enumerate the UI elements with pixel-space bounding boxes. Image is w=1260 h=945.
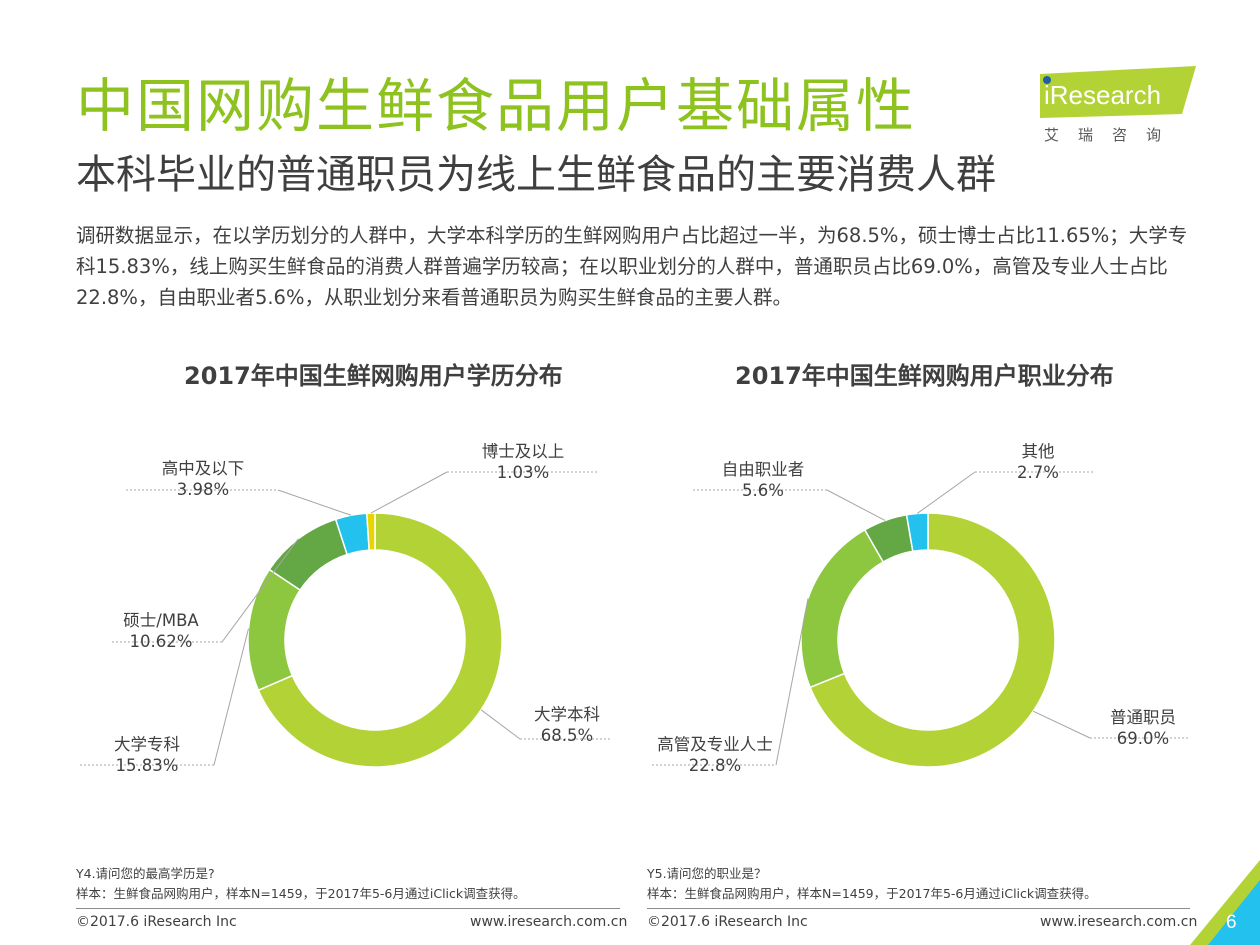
chart1-leader-1 (480, 709, 521, 740)
chart2-leader-3 (826, 489, 886, 521)
chart1-leader-5 (370, 471, 448, 514)
footer-copyright-right: ©2017.6 iResearch Inc (647, 914, 808, 930)
chart2-label-value-2: 22.8% (689, 756, 741, 775)
chart1-label-value-4: 3.98% (177, 480, 229, 499)
chart2-label-value-3: 5.6% (742, 481, 784, 500)
summary-paragraph: 调研数据显示，在以学历划分的人群中，大学本科学历的生鲜网购用户占比超过一半，为6… (76, 224, 1188, 309)
chart2-leader-2 (775, 598, 809, 766)
chart2-leader-4 (916, 471, 976, 514)
chart2-slice-1 (809, 512, 1056, 768)
footer-copyright-left: ©2017.6 iResearch Inc (76, 914, 237, 930)
chart2-label-value-4: 2.7% (1017, 463, 1059, 482)
footer-divider-right (647, 908, 1190, 909)
page-number: 6 (1226, 912, 1237, 933)
chart1-label-name-5: 博士及以上 (482, 442, 565, 461)
chart2-label-name-1: 普通职员 (1110, 708, 1176, 727)
chart1-label-name-2: 大学专科 (114, 735, 180, 754)
chart1-label-value-2: 15.83% (116, 756, 179, 775)
page-subtitle: 本科毕业的普通职员为线上生鲜食品的主要消费人群 (76, 152, 996, 198)
logo-brand-text: iResearch (1044, 80, 1162, 110)
education-question-note: Y4.请问您的最高学历是? (76, 866, 215, 881)
chart2-label-value-1: 69.0% (1117, 729, 1169, 748)
occupation-chart-title: 2017年中国生鲜网购用户职业分布 (735, 362, 1114, 390)
education-chart-title: 2017年中国生鲜网购用户学历分布 (184, 362, 563, 390)
chart1-leader-4 (277, 489, 352, 516)
chart1-label-value-1: 68.5% (541, 726, 593, 745)
education-sample-note: 样本：生鲜食品网购用户，样本N=1459，于2017年5-6月通过iClick调… (76, 886, 526, 901)
chart2-label-name-3: 自由职业者 (722, 460, 805, 479)
logo-banner-shape (1040, 66, 1196, 118)
chart1-label-value-3: 10.62% (130, 632, 193, 651)
chart1-slice-5 (365, 512, 376, 551)
page-title: 中国网购生鲜食品用户基础属性 (76, 72, 917, 140)
chart1-label-value-5: 1.03% (497, 463, 549, 482)
chart1-leader-3 (221, 538, 299, 643)
footer-website-left[interactable]: www.iresearch.com.cn (470, 914, 628, 930)
chart2-slice-4 (905, 512, 929, 553)
iresearch-logo: iResearch 艾瑞咨询 (1040, 64, 1200, 148)
chart2-label-name-2: 高管及专业人士 (657, 735, 773, 754)
chart1-slice-2 (247, 568, 302, 692)
footer-website-right[interactable]: www.iresearch.com.cn (1040, 914, 1198, 930)
footer-divider-left (76, 908, 620, 909)
chart2-slice-2 (800, 528, 885, 689)
occupation-sample-note: 样本：生鲜食品网购用户，样本N=1459，于2017年5-6月通过iClick调… (647, 886, 1097, 901)
chart1-label-name-1: 大学本科 (534, 705, 600, 724)
chart2-label-name-4: 其他 (1022, 442, 1055, 461)
chart1-slice-1 (257, 512, 503, 768)
chart1-label-name-4: 高中及以下 (162, 459, 245, 478)
chart1-label-name-3: 硕士/MBA (123, 611, 199, 630)
corner-decoration (1190, 860, 1260, 945)
occupation-question-note: Y5.请问您的职业是？ (647, 866, 767, 881)
chart2-leader-1 (1032, 710, 1091, 739)
chart1-leader-2 (213, 628, 250, 766)
logo-brand-cn: 艾瑞咨询 (1044, 126, 1181, 144)
